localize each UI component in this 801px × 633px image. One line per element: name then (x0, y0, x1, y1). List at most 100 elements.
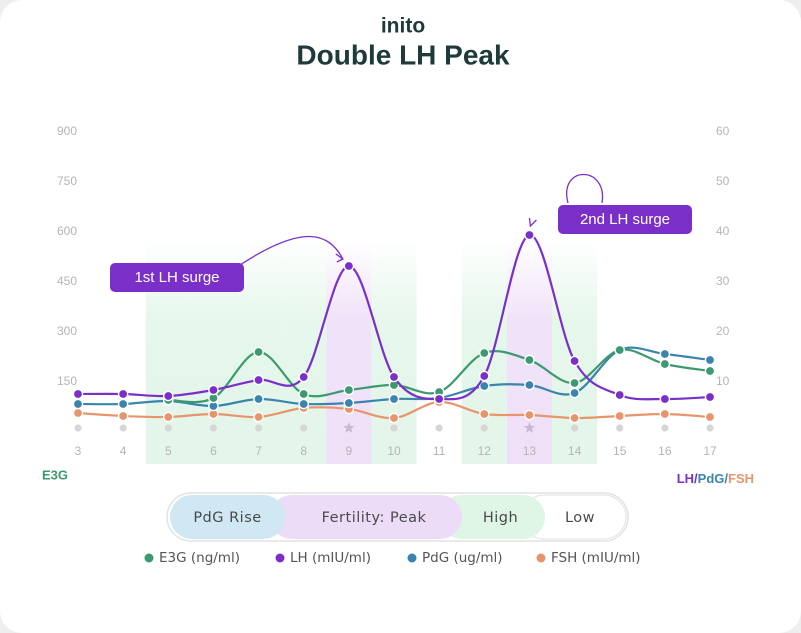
data-point (343, 260, 355, 272)
x-tick-label: 12 (478, 444, 492, 458)
data-point (388, 393, 400, 405)
day-dot (119, 424, 127, 432)
legend-marker (275, 553, 285, 563)
data-point (253, 393, 264, 405)
day-dot (480, 424, 488, 432)
phase-legend-label: Low (565, 510, 595, 526)
data-point (659, 408, 671, 420)
y-tick-label: 300 (57, 324, 77, 338)
data-point (569, 387, 580, 399)
y2-tick-label: 40 (716, 224, 730, 238)
y2-axis-label-part: LH/ (677, 471, 698, 486)
data-point (343, 397, 355, 409)
data-point (388, 412, 400, 424)
data-point (524, 379, 535, 391)
data-point (524, 354, 535, 366)
data-point (433, 393, 445, 405)
data-point (478, 380, 490, 392)
data-point (162, 390, 174, 402)
phase-legend-pill (440, 495, 545, 539)
data-point (253, 411, 264, 423)
annotation-arrow (239, 235, 344, 266)
peak-star (343, 422, 355, 433)
data-point (343, 384, 355, 396)
phase-legend-label: Fertility: Peak (322, 510, 427, 526)
y2-tick-label: 30 (716, 274, 730, 288)
legend-marker (407, 553, 417, 563)
data-point (162, 411, 174, 423)
phase-legend-label: High (483, 510, 518, 526)
phase-legend-label: PdG Rise (193, 510, 261, 526)
legend-label: E3G (ng/ml) (159, 550, 240, 566)
day-dot (209, 424, 218, 432)
data-point (614, 389, 626, 401)
y2-axis-label: LH/PdG/FSH (677, 471, 754, 486)
annotation-text: 1st LH surge (134, 269, 219, 286)
y-tick-label: 600 (57, 224, 77, 238)
annotation-box (558, 205, 692, 234)
data-point (72, 407, 84, 419)
legend-marker (144, 553, 154, 563)
y-tick-label: 900 (57, 124, 77, 138)
data-point (704, 411, 716, 423)
data-point (117, 398, 129, 410)
data-point (569, 355, 580, 367)
x-tick-label: 5 (165, 444, 172, 458)
x-tick-label: 17 (703, 444, 717, 458)
x-tick-label: 8 (300, 444, 307, 458)
data-point (659, 393, 671, 405)
data-point (524, 229, 535, 241)
legend-label: FSH (mIU/ml) (551, 550, 641, 566)
data-point (478, 408, 490, 420)
x-tick-label: 16 (658, 444, 672, 458)
data-point (524, 409, 535, 421)
annotation-box (110, 263, 244, 292)
day-dot (390, 424, 398, 432)
data-point (659, 348, 671, 360)
data-point (704, 354, 716, 366)
y2-axis-label-part: PdG/ (698, 471, 729, 486)
x-tick-label: 6 (210, 444, 217, 458)
data-point (298, 371, 310, 383)
phase-legend-pill (170, 495, 285, 539)
data-point (614, 410, 626, 422)
data-point (478, 370, 490, 382)
data-point (569, 377, 580, 389)
y2-tick-label: 10 (716, 374, 730, 388)
data-point (704, 391, 716, 403)
data-point (253, 374, 264, 386)
phase-legend-pill (270, 495, 462, 539)
data-point (117, 388, 129, 400)
y2-axis-label-part: FSH (728, 471, 754, 486)
y-tick-label: 450 (57, 274, 77, 288)
day-dot (435, 424, 443, 432)
day-dot (164, 424, 172, 432)
data-point (253, 346, 264, 358)
data-point (478, 347, 490, 359)
day-dot (570, 424, 579, 432)
data-point (72, 398, 84, 410)
x-tick-label: 4 (120, 444, 127, 458)
annotation-arrow (566, 173, 604, 204)
x-tick-label: 3 (75, 444, 82, 458)
x-tick-label: 7 (255, 444, 262, 458)
y-axis-label: E3G (42, 467, 68, 482)
data-point (704, 365, 716, 377)
data-point (388, 371, 400, 383)
y2-tick-label: 50 (716, 174, 730, 188)
data-point (659, 358, 671, 370)
chart-title: Double LH Peak (296, 39, 510, 70)
y-tick-label: 150 (57, 374, 77, 388)
day-dot (254, 424, 263, 432)
peak-star (523, 422, 536, 433)
plot: 150 300 450 600 750 900 10 20 30 40 50 60 3 4 5 6 7 8 9 10 1… (42, 124, 754, 566)
x-tick-label: 13 (523, 444, 537, 458)
x-tick-label: 9 (346, 444, 353, 458)
day-dot (616, 424, 624, 432)
legend-label: LH (mIU/ml) (290, 550, 371, 566)
legend-marker (536, 553, 546, 563)
y2-tick-label: 20 (716, 324, 730, 338)
day-dot (661, 424, 669, 432)
